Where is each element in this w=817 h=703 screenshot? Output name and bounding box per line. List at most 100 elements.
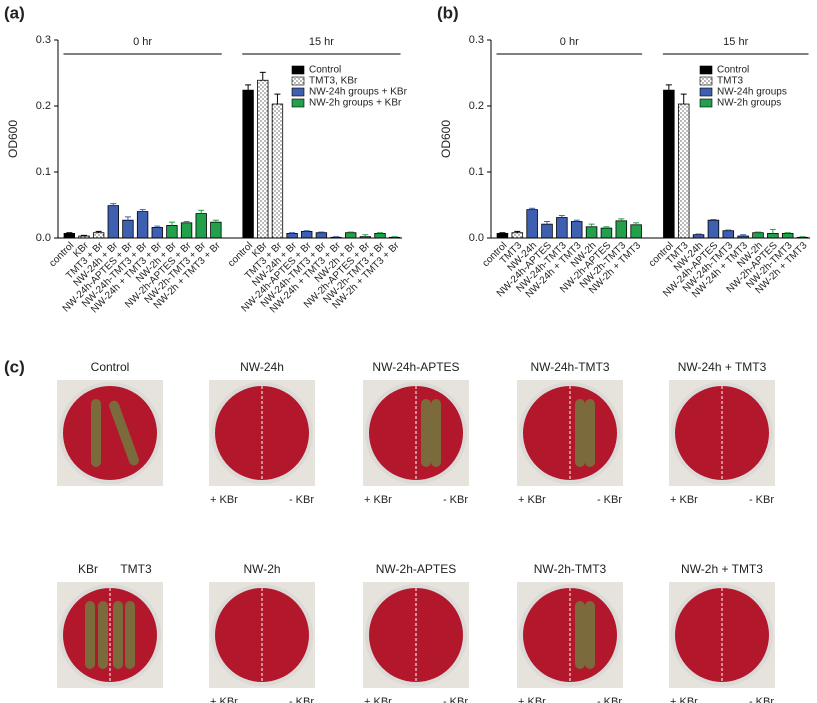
panel-label: (a) bbox=[4, 3, 25, 22]
y-tick-label: 0.3 bbox=[36, 34, 51, 46]
bar bbox=[63, 232, 76, 239]
legend-label: NW-2h groups + KBr bbox=[309, 98, 402, 109]
plate-title: TMT3 bbox=[120, 562, 152, 576]
group-label: 0 hr bbox=[133, 36, 152, 48]
plate bbox=[517, 380, 623, 486]
legend-swatch bbox=[699, 87, 713, 97]
plate-title: NW-24h bbox=[240, 360, 284, 374]
bar bbox=[257, 79, 269, 239]
legend-swatch bbox=[291, 87, 305, 97]
legend-label: TMT3 bbox=[717, 76, 744, 87]
plate-sublabel: - KBr bbox=[443, 696, 468, 703]
plate-title: NW-24h + TMT3 bbox=[678, 360, 767, 374]
plate-sublabel: - KBr bbox=[749, 696, 774, 703]
bar bbox=[151, 227, 163, 239]
bar bbox=[374, 232, 386, 239]
plate-title: NW-2h + TMT3 bbox=[681, 562, 763, 576]
bar bbox=[615, 220, 628, 239]
legend-swatch bbox=[291, 98, 305, 108]
colony-streak bbox=[125, 601, 135, 669]
bar bbox=[180, 222, 193, 239]
plate bbox=[57, 582, 163, 688]
bar bbox=[345, 232, 357, 239]
group-label: 15 hr bbox=[309, 36, 334, 48]
bar bbox=[630, 224, 642, 239]
bar bbox=[107, 205, 119, 239]
bar bbox=[122, 219, 134, 239]
y-tick-label: 0.3 bbox=[469, 34, 484, 46]
bar bbox=[496, 232, 509, 239]
bar bbox=[541, 223, 553, 239]
y-tick-label: 0.1 bbox=[36, 166, 51, 178]
bar bbox=[570, 221, 583, 239]
group-label: 15 hr bbox=[723, 36, 748, 48]
plate-title: NW-2h-APTES bbox=[376, 562, 456, 576]
y-tick-label: 0.1 bbox=[469, 166, 484, 178]
legend-label: NW-2h groups bbox=[717, 98, 781, 109]
plate bbox=[209, 380, 315, 486]
plate-title: NW-2h bbox=[243, 562, 280, 576]
colony-streak bbox=[575, 399, 585, 467]
y-tick-label: 0.0 bbox=[36, 232, 51, 244]
panel-label: (b) bbox=[437, 3, 459, 22]
bar bbox=[752, 232, 764, 239]
colony-streak bbox=[85, 601, 95, 669]
plate bbox=[57, 380, 163, 486]
group-label: 0 hr bbox=[560, 36, 579, 48]
plate-title: NW-24h-TMT3 bbox=[530, 360, 609, 374]
legend-label: Control bbox=[309, 65, 341, 76]
plate-title: NW-24h-APTES bbox=[372, 360, 459, 374]
plate-sublabel: + KBr bbox=[670, 696, 698, 703]
plate bbox=[363, 582, 469, 688]
bar bbox=[195, 213, 207, 239]
plate-sublabel: - KBr bbox=[443, 494, 468, 506]
bar bbox=[556, 217, 568, 239]
panel-label: (c) bbox=[4, 357, 25, 376]
plate-sublabel: - KBr bbox=[597, 696, 622, 703]
plate-sublabel: - KBr bbox=[749, 494, 774, 506]
y-tick-label: 0.2 bbox=[36, 100, 51, 112]
colony-streak bbox=[431, 399, 441, 467]
bar bbox=[707, 219, 720, 239]
plate-sublabel: + KBr bbox=[670, 494, 698, 506]
colony-streak bbox=[575, 601, 585, 669]
plate bbox=[363, 380, 469, 486]
bar bbox=[663, 89, 675, 239]
bar bbox=[301, 230, 313, 239]
plate-sublabel: + KBr bbox=[518, 696, 546, 703]
legend-label: NW-24h groups bbox=[717, 87, 787, 98]
bar bbox=[242, 89, 254, 239]
colony-streak bbox=[421, 399, 431, 467]
colony-streak bbox=[585, 399, 595, 467]
y-axis-label: OD600 bbox=[6, 120, 20, 158]
colony-streak bbox=[585, 601, 595, 669]
plate bbox=[669, 582, 775, 688]
y-tick-label: 0.2 bbox=[469, 100, 484, 112]
bar bbox=[315, 232, 328, 239]
legend-label: NW-24h groups + KBr bbox=[309, 87, 408, 98]
plate-sublabel: + KBr bbox=[518, 494, 546, 506]
bar bbox=[781, 232, 794, 239]
plate-sublabel: + KBr bbox=[210, 696, 238, 703]
bar bbox=[600, 227, 613, 239]
legend-label: TMT3, KBr bbox=[309, 76, 358, 87]
bar bbox=[92, 232, 105, 239]
bar bbox=[585, 226, 598, 239]
colony-streak bbox=[113, 601, 123, 669]
agar bbox=[63, 386, 157, 480]
plate-title: KBr bbox=[78, 562, 98, 576]
colony-streak bbox=[91, 399, 101, 467]
y-axis-label: OD600 bbox=[439, 120, 453, 158]
bar bbox=[722, 230, 735, 239]
legend-label: Control bbox=[717, 65, 749, 76]
bar bbox=[767, 232, 779, 239]
plate bbox=[209, 582, 315, 688]
legend-swatch bbox=[291, 76, 305, 86]
plate bbox=[669, 380, 775, 486]
bar bbox=[286, 232, 298, 239]
plate-sublabel: - KBr bbox=[597, 494, 622, 506]
plate-title: Control bbox=[91, 360, 130, 374]
bar bbox=[210, 221, 222, 239]
plate-sublabel: - KBr bbox=[289, 494, 314, 506]
